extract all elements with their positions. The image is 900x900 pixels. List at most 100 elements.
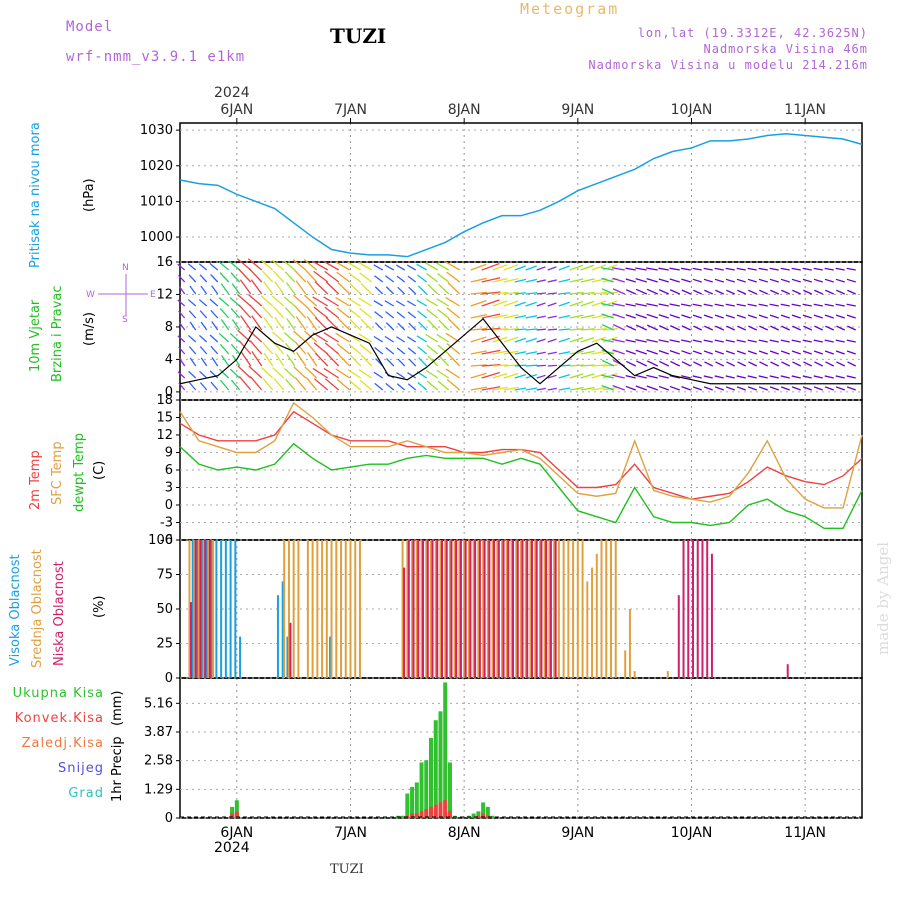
wind-arrow [397,358,406,367]
mid-cloud-bar [287,540,290,678]
wind-arrow [416,299,428,307]
wind-arrow [813,350,823,355]
wind-arrow [758,314,768,319]
wind-arrow [835,267,845,271]
wind-arrow [283,332,296,343]
wind-arrow [408,358,417,367]
precip-tick-label: 0 [165,811,173,826]
wind-arrow [446,271,461,283]
low-cloud-bar [488,540,491,678]
low-cloud-bar [692,540,694,678]
wind-arrow [747,339,757,343]
legend-total-rain: Ukupna Kisa [12,686,104,701]
wind-arrow [737,361,747,367]
mid-cloud-bar [553,540,556,678]
wind-arrow [417,310,428,319]
wind-arrow [416,263,428,271]
wind-arrow [547,266,557,271]
low-cloud-bar [521,540,524,678]
wind-arrow [635,324,648,331]
wind-arrow [293,330,307,343]
wind-arrow [240,315,252,331]
wind-arrow [769,303,779,307]
wind-arrow [199,274,208,283]
wind-arrow [238,376,252,391]
wind-arrow [525,387,538,391]
wind-arrow [407,383,417,391]
wind-arrow [348,308,362,319]
mid-cloud-bar [595,553,598,678]
wind-arrow [736,267,746,271]
wind-arrow [536,364,546,367]
temp-tick-label: 18 [156,393,173,408]
wind-arrow [417,285,428,295]
wind-arrow [591,328,607,331]
mid-cloud-bar [529,540,532,678]
wind-arrow [262,306,274,319]
wind-arrow [514,314,527,319]
wind-arrow [802,267,812,271]
wind-arrow [846,350,856,355]
wind-arrow [736,386,746,391]
low-cloud-bar [289,622,292,678]
wind-arrow [846,375,856,379]
wind-arrow [336,378,351,391]
wind-arrow [373,300,384,307]
wind-arrow [447,317,461,331]
wind-arrow [359,343,373,355]
wind-arrow [646,374,658,379]
wind-arrow [492,386,508,391]
bottom-date-label: 8JAN [448,825,481,841]
low-cloud-bar [507,540,510,678]
wind-arrow [780,350,790,355]
wind-arrow [384,300,395,307]
mid-cloud-bar [600,540,603,678]
pressure-tick-label: 1010 [140,194,173,209]
wind-arrow [260,259,274,271]
wind-arrow [658,289,670,295]
wind-arrow [274,353,285,367]
wind-arrow [284,367,296,379]
wind-arrow [612,374,625,379]
mid-cloud-bar [458,540,461,678]
wind-arrow [635,288,648,295]
wind-arrow [219,272,230,283]
wind-arrow [714,375,724,379]
wind-arrow [514,292,527,295]
wind-arrow [692,386,702,391]
wind-arrow [295,280,307,295]
wind-arrow [221,355,230,367]
low-cloud-bar [696,540,699,678]
precip-total-bar [438,711,443,818]
precip-conv-bar [410,813,415,818]
wind-arrow [769,278,779,283]
wind-arrow [835,375,845,379]
low-cloud-bar [422,540,425,678]
wind-arrow [503,350,519,355]
wind-arrow [658,303,669,307]
bottom-date-label: 11JAN [784,825,826,841]
wind-arrow [625,278,636,283]
wind-arrow [251,351,263,367]
wind-arrow [417,346,428,355]
wind-arrow [725,350,735,355]
mid-cloud-bar [325,540,328,678]
wind-arrow [846,303,856,307]
wind-arrow [178,382,186,391]
wind-arrow [359,272,373,283]
wind-arrow [646,303,658,307]
wind-arrow [286,318,296,331]
wind-arrow [426,344,439,355]
wind-arrow [703,314,713,319]
wind-arrow [714,267,724,271]
wind-arrow [759,325,769,331]
wind-arrow [681,361,692,367]
wind-arrow [802,314,812,319]
precip-conv-bar [438,802,443,818]
wind-arrow [726,289,736,295]
low-cloud-bar [455,540,458,678]
high-cloud-bar [239,636,242,678]
wind-arrow [373,335,384,343]
wind-arrow [846,386,856,391]
wind-arrow [397,286,406,295]
